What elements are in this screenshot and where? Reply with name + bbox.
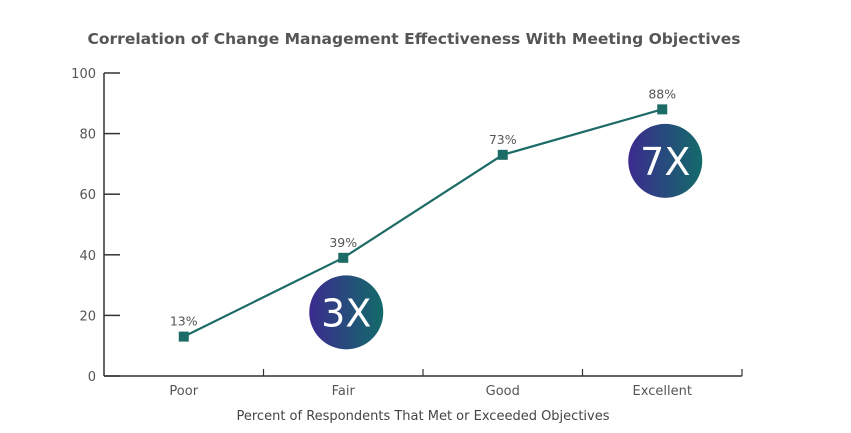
data-label: 73% [489, 132, 517, 147]
y-tick-label: 60 [79, 188, 96, 203]
data-point [338, 252, 349, 263]
y-tick-label: 100 [71, 67, 96, 82]
chart-title: Correlation of Change Management Effecti… [88, 30, 741, 48]
data-label: 39% [329, 235, 357, 250]
data-point [178, 331, 189, 342]
y-tick-label: 0 [88, 370, 96, 385]
multiplier-badge [309, 275, 384, 350]
x-tick-label: Poor [169, 384, 198, 399]
y-tick-label: 80 [79, 128, 96, 143]
x-tick-label: Excellent [633, 384, 692, 399]
series-line [183, 108, 663, 338]
x-tick-label: Fair [332, 384, 356, 399]
y-tick-label: 20 [79, 309, 96, 324]
data-point [657, 104, 668, 115]
multiplier-badge-label: 7X [640, 140, 690, 184]
data-label: 13% [170, 314, 198, 329]
y-tick-label: 40 [79, 249, 96, 264]
multiplier-badge [628, 123, 703, 198]
data-label: 88% [648, 86, 676, 101]
multiplier-badge-label: 3X [321, 291, 371, 335]
data-point [497, 149, 508, 160]
x-tick-label: Good [486, 384, 520, 399]
x-axis-label: Percent of Respondents That Met or Excee… [237, 409, 610, 424]
